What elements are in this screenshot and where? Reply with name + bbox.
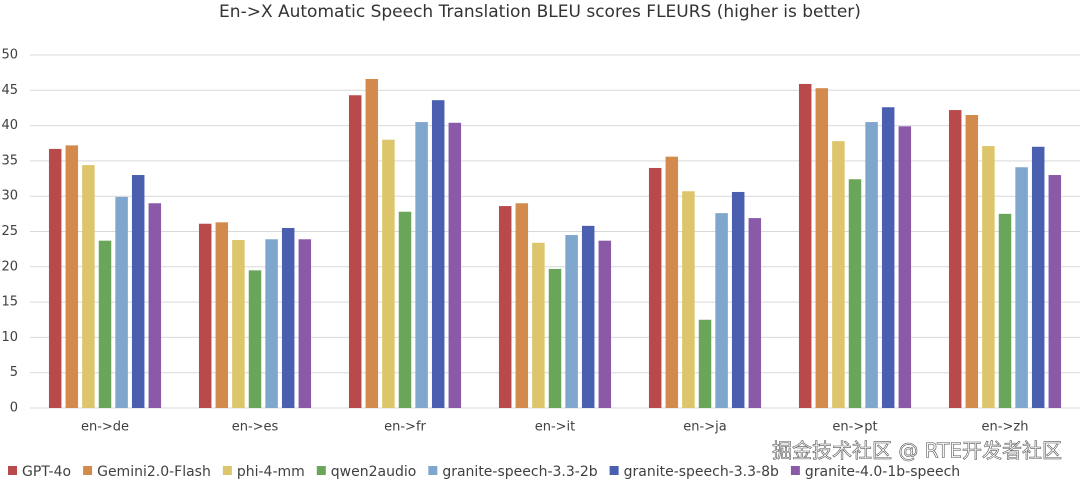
x-tick-label: en->pt [832, 420, 877, 435]
bar [598, 240, 612, 408]
bar [348, 95, 362, 408]
x-tick-label: en->de [81, 420, 129, 435]
bar [131, 175, 145, 408]
legend-swatch [609, 466, 619, 475]
legend-label: granite-speech-3.3-2b [442, 464, 597, 480]
bar [515, 203, 529, 408]
y-tick-label: 45 [1, 83, 18, 98]
bar [848, 179, 862, 408]
y-tick-label: 20 [1, 259, 18, 274]
bar [498, 206, 512, 408]
legend-swatch [316, 466, 326, 475]
legend-swatch [790, 466, 800, 475]
bar [965, 115, 979, 408]
y-tick-label: 15 [1, 295, 18, 310]
bar [731, 191, 745, 408]
y-tick-label: 10 [1, 330, 18, 345]
bar [98, 240, 112, 408]
bar [1015, 167, 1028, 408]
bar [232, 239, 245, 408]
bar [265, 239, 278, 408]
bar [798, 83, 812, 409]
bar [532, 242, 545, 408]
y-tick-label: 35 [1, 153, 18, 168]
x-tick-label: en->ja [683, 420, 726, 435]
bar [65, 145, 79, 409]
legend-swatch [428, 466, 438, 475]
bar [365, 79, 379, 408]
bar [898, 126, 912, 408]
bar [248, 270, 262, 408]
bar [982, 146, 995, 408]
bar [698, 319, 712, 408]
legend-label: qwen2audio [331, 464, 417, 480]
y-tick-label: 0 [10, 401, 18, 416]
x-tick-label: en->it [535, 420, 576, 435]
y-tick-label: 50 [1, 48, 18, 63]
legend-label: GPT-4o [22, 464, 71, 480]
legend-swatch [222, 466, 232, 475]
x-tick-label: en->zh [982, 420, 1029, 435]
bar [832, 141, 845, 408]
bar [881, 107, 895, 408]
bar [198, 223, 212, 408]
watermark: 掘金技术社区 @ RTE开发者社区 [772, 439, 1062, 463]
chart-title: En->X Automatic Speech Translation BLEU … [219, 2, 861, 22]
bar [548, 268, 562, 408]
bar [815, 88, 829, 408]
bar [948, 110, 962, 409]
bar [431, 100, 445, 409]
bar [1048, 175, 1062, 408]
bar [998, 213, 1012, 408]
bar [665, 156, 679, 408]
y-tick-label: 30 [1, 189, 18, 204]
bar [865, 122, 878, 408]
bar [448, 122, 462, 408]
bar [82, 165, 95, 408]
legend-label: granite-4.0-1b-speech [805, 464, 960, 480]
y-tick-label: 5 [10, 365, 18, 380]
legend-swatch [8, 466, 17, 475]
bar [1031, 146, 1045, 408]
bar [382, 139, 395, 408]
bar [748, 218, 762, 408]
bar [115, 196, 128, 408]
legend-swatch [83, 466, 93, 475]
bar [215, 222, 229, 408]
bar [581, 225, 595, 408]
legend-label: Gemini2.0-Flash [97, 464, 211, 480]
bar [298, 239, 312, 408]
bar [565, 235, 578, 408]
x-tick-label: en->fr [384, 420, 426, 435]
y-tick-label: 25 [1, 224, 18, 239]
bar [682, 191, 695, 408]
bar [715, 213, 728, 408]
bar [48, 148, 62, 408]
bar [648, 167, 662, 408]
bar [415, 122, 428, 408]
bar [148, 203, 162, 408]
legend-label: granite-speech-3.3-8b [624, 464, 779, 480]
bar [281, 227, 295, 408]
legend-label: phi-4-mm [237, 464, 305, 480]
x-tick-label: en->es [232, 420, 279, 435]
y-tick-label: 40 [1, 118, 18, 133]
bar [398, 211, 412, 408]
